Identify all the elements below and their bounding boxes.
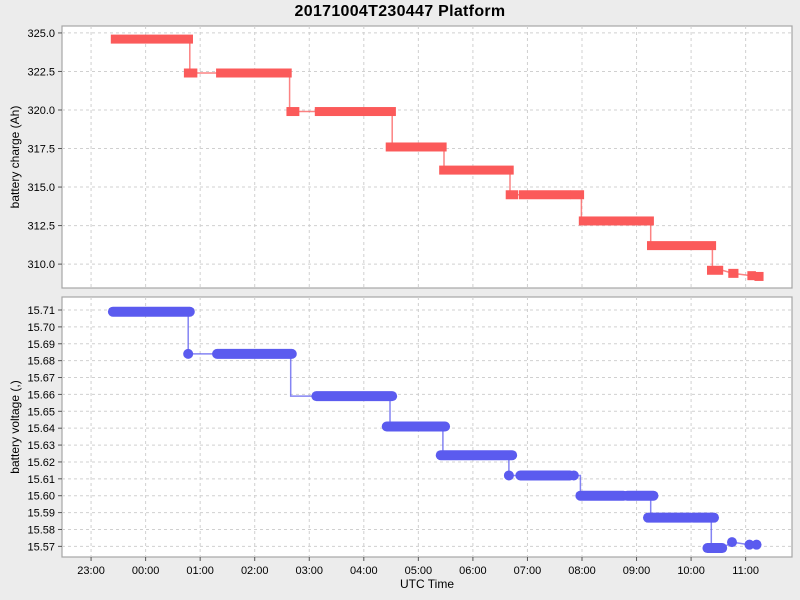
battery-charge-bar — [110, 34, 193, 44]
battery-voltage-bar — [311, 391, 398, 402]
y-tick-label: 15.70 — [27, 322, 55, 334]
x-tick-label: 06:00 — [459, 565, 487, 577]
battery-voltage-bar — [642, 512, 696, 523]
x-tick-label: 11:00 — [732, 565, 759, 577]
charge-y-axis-label: battery charge (Ah) — [8, 105, 22, 209]
battery-voltage-bar — [212, 348, 297, 359]
battery-charge-bar — [183, 68, 198, 78]
y-tick-label: 15.65 — [27, 406, 55, 418]
y-tick-label: 312.5 — [27, 221, 55, 233]
battery-voltage-dot — [183, 348, 194, 359]
x-tick-label: 02:00 — [241, 565, 269, 577]
voltage-y-axis-label: battery voltage (,) — [8, 380, 22, 474]
battery-voltage-bar — [688, 512, 719, 523]
battery-voltage-bar — [435, 450, 518, 461]
x-tick-label: 00:00 — [132, 565, 160, 577]
battery-voltage-bar — [107, 306, 195, 317]
battery-charge-bar — [578, 216, 627, 226]
battery-charge-bar — [706, 265, 724, 275]
y-tick-label: 15.57 — [27, 541, 55, 553]
battery-charge-bar — [570, 190, 585, 200]
battery-charge-bar — [439, 165, 514, 175]
x-tick-label: 23:00 — [77, 565, 105, 577]
y-tick-label: 15.68 — [27, 356, 55, 368]
y-tick-label: 15.62 — [27, 457, 55, 469]
battery-charge-bar — [518, 190, 571, 200]
x-tick-label: 10:00 — [677, 565, 705, 577]
battery-charge-bar — [314, 107, 396, 117]
y-tick-label: 320.0 — [27, 105, 55, 117]
battery-charge-bar — [747, 271, 756, 281]
battery-voltage-plot: 15.71 15.70 15.69 15.68 15.67 15.66 15.65 15.64… — [27, 296, 793, 577]
battery-voltage-dot — [726, 537, 737, 548]
y-tick-label: 15.64 — [27, 423, 55, 435]
y-tick-label: 15.66 — [27, 389, 55, 401]
battery-charge-plot: 325.0 322.5 320.0 317.5 315.0 312.5 310.0 — [27, 25, 793, 289]
battery-voltage-dot — [503, 470, 514, 481]
y-tick-label: 15.69 — [27, 339, 55, 351]
y-tick-label: 15.63 — [27, 440, 55, 452]
battery-charge-bar — [385, 142, 447, 152]
y-tick-label: 315.0 — [27, 182, 55, 194]
battery-voltage-bar — [575, 490, 629, 501]
battery-voltage-bar — [702, 543, 728, 554]
battery-charge-bar — [692, 241, 717, 251]
y-tick-label: 15.58 — [27, 524, 55, 536]
battery-voltage-bar — [515, 470, 575, 481]
y-tick-label: 317.5 — [27, 144, 55, 156]
y-tick-label: 15.60 — [27, 491, 55, 503]
battery-voltage-dot — [744, 539, 755, 550]
x-axis-label: UTC Time — [400, 577, 454, 591]
y-tick-label: 15.59 — [27, 508, 55, 520]
battery-charge-bar — [646, 241, 694, 251]
y-tick-label: 310.0 — [27, 259, 55, 271]
x-tick-label: 07:00 — [514, 565, 542, 577]
y-tick-label: 15.67 — [27, 373, 55, 385]
x-tick-label: 04:00 — [350, 565, 378, 577]
y-tick-label: 15.61 — [27, 474, 55, 486]
battery-voltage-dot — [568, 470, 579, 481]
x-tick-label: 08:00 — [568, 565, 596, 577]
battery-charge-bar — [728, 268, 739, 278]
battery-charge-bar — [625, 216, 654, 226]
battery-charge-bar — [216, 68, 292, 78]
y-tick-label: 15.71 — [27, 305, 55, 317]
battery-voltage-dot — [751, 539, 762, 550]
battery-voltage-bar — [381, 421, 451, 432]
battery-charge-bar — [754, 271, 764, 281]
battery-charge-bar — [505, 190, 519, 200]
y-tick-label: 322.5 — [27, 66, 55, 78]
x-tick-label: 01:00 — [186, 565, 214, 577]
y-tick-label: 325.0 — [27, 28, 55, 40]
chart-title: 20171004T230447 Platform — [294, 3, 506, 20]
x-tick-label: 03:00 — [295, 565, 323, 577]
x-tick-label: 05:00 — [405, 565, 433, 577]
battery-charge-bar — [286, 107, 300, 117]
battery-voltage-bar — [622, 490, 659, 501]
x-tick-label: 09:00 — [623, 565, 651, 577]
